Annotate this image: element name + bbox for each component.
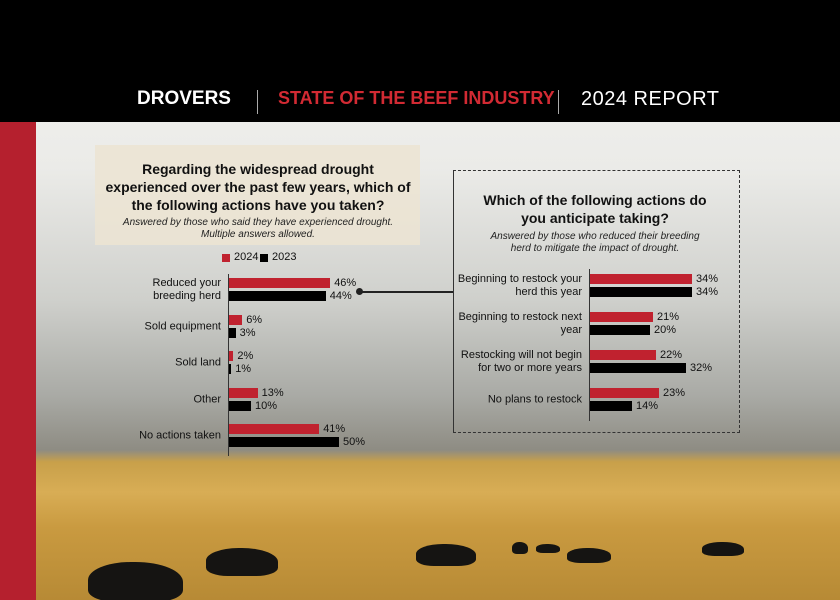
connector-dot [356,288,363,295]
value-label: 41% [323,423,346,435]
bar [229,327,236,338]
cow [567,548,611,563]
bar [590,350,656,360]
value-label: 46% [334,277,357,289]
bar [590,363,686,373]
divider [257,90,258,114]
chart-title: Which of the following actions do you an… [483,192,707,226]
cow [512,542,528,554]
legend-swatch [260,254,268,262]
category-label: Sold equipment [144,320,221,332]
category-label: Sold land [175,356,221,369]
cow [88,562,183,600]
bar [229,424,320,434]
cow [416,544,476,566]
cow [702,542,744,556]
bar [590,401,632,411]
axis-line [228,273,229,457]
bar [229,400,251,411]
chart-title: Regarding the widespread drought experie… [105,161,411,213]
value-label: 2% [237,350,254,362]
axis-line [589,269,590,421]
side-stripe [0,122,36,600]
bar [229,351,234,361]
category-label: Beginning to restock next year [458,311,582,336]
value-label: 23% [663,387,686,399]
cow [536,544,560,553]
bar [590,388,659,398]
divider [558,90,559,114]
bar [229,291,326,301]
connector [360,291,453,293]
value-label: 20% [654,324,677,336]
legend-swatch [222,254,230,262]
bar [590,312,653,322]
title-panel [95,145,420,245]
value-label: 21% [657,311,680,323]
cow [206,548,278,576]
category-label: Reduced your breeding herd [152,277,222,302]
bar [229,278,331,288]
panel-frame [453,170,740,433]
value-label: 34% [696,286,719,298]
chart-subtitle: Answered by those who said they have exp… [122,217,394,240]
category-label: Other [193,393,221,405]
category-label: No plans to restock [487,393,582,406]
value-label: 1% [235,363,252,375]
category-label: Beginning to restock your herd this year [457,273,582,298]
legend-label: 2023 [272,251,297,263]
chart-subtitle: Answered by those who reduced their bree… [490,231,700,254]
header-title: STATE OF THE BEEF INDUSTRY [278,88,555,108]
category-label: Restocking will not begin for two or mor… [460,349,582,374]
bar [590,325,650,335]
value-label: 34% [696,273,719,285]
logo: DROVERS [137,88,231,109]
bar [590,287,692,297]
value-label: 10% [255,399,278,412]
value-label: 22% [660,349,683,361]
bar [229,364,232,374]
header-band [0,0,840,122]
value-label: 44% [329,290,352,302]
header-report: 2024 REPORT [581,88,720,110]
bar [229,437,339,447]
legend-label: 2024 [234,251,259,263]
value-label: 32% [690,362,713,374]
value-label: 13% [261,386,284,399]
value-label: 6% [246,313,263,326]
value-label: 50% [343,436,366,448]
bar [229,387,258,398]
bar [590,274,692,284]
category-label: No actions taken [139,429,221,442]
value-label: 14% [636,400,659,412]
bar [229,314,243,325]
value-label: 3% [239,326,256,339]
